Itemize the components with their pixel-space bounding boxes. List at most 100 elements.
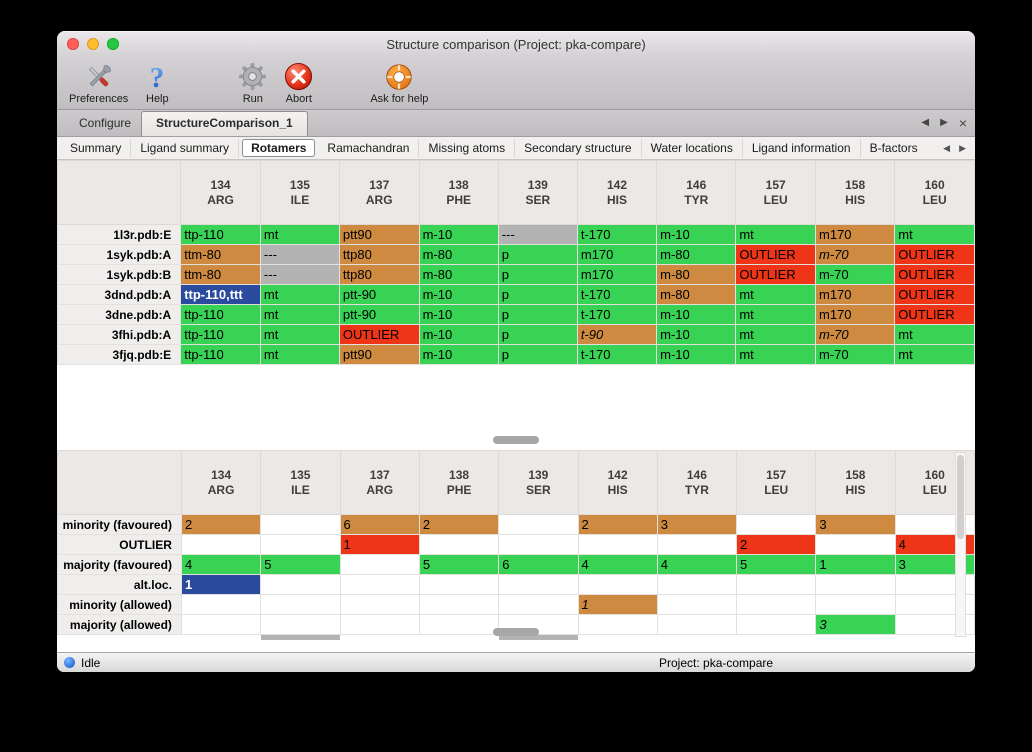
- value-cell[interactable]: m-10: [656, 324, 737, 345]
- value-cell[interactable]: [815, 534, 896, 555]
- value-cell[interactable]: [339, 594, 420, 615]
- value-cell[interactable]: ptt90: [338, 224, 420, 245]
- vertical-scrollbar[interactable]: [955, 452, 966, 637]
- value-cell[interactable]: 5: [418, 554, 500, 575]
- row-label[interactable]: 3fjq.pdb:E: [57, 344, 182, 365]
- value-cell[interactable]: [498, 574, 579, 595]
- value-cell[interactable]: m-10: [656, 304, 737, 325]
- value-cell[interactable]: ttp80: [338, 244, 420, 265]
- value-cell[interactable]: [418, 574, 500, 595]
- value-cell[interactable]: OUTLIER: [894, 284, 975, 305]
- value-cell[interactable]: [815, 574, 896, 595]
- tab-back-icon[interactable]: ◀: [921, 117, 930, 128]
- value-cell[interactable]: p: [497, 304, 578, 325]
- ask-for-help-button[interactable]: Ask for help: [370, 60, 428, 105]
- value-cell[interactable]: mt: [894, 344, 975, 365]
- value-cell[interactable]: m-80: [656, 244, 737, 265]
- value-cell[interactable]: [260, 614, 341, 635]
- doc-tab-structurecomparison_1[interactable]: StructureComparison_1: [141, 111, 308, 136]
- value-cell[interactable]: [260, 534, 341, 555]
- value-cell[interactable]: mt: [735, 304, 816, 325]
- row-label[interactable]: 1l3r.pdb:E: [57, 224, 182, 245]
- tab-close-icon[interactable]: ×: [958, 114, 967, 131]
- value-cell[interactable]: m-10: [418, 224, 499, 245]
- sub-tab-missing-atoms[interactable]: Missing atoms: [419, 139, 516, 157]
- value-cell[interactable]: m-70: [814, 344, 896, 365]
- value-cell[interactable]: [180, 614, 262, 635]
- value-cell[interactable]: ttm-80: [180, 264, 261, 285]
- value-cell[interactable]: ---: [259, 264, 340, 285]
- value-cell[interactable]: p: [497, 244, 578, 265]
- row-label[interactable]: minority (favoured): [57, 514, 182, 535]
- value-cell[interactable]: m-10: [418, 304, 499, 325]
- value-cell[interactable]: OUTLIER: [894, 264, 975, 285]
- value-cell[interactable]: 4: [180, 554, 262, 575]
- value-cell[interactable]: m-10: [656, 224, 737, 245]
- sub-tab-ligand-information[interactable]: Ligand information: [743, 139, 861, 157]
- value-cell[interactable]: m-10: [418, 344, 499, 365]
- value-cell[interactable]: [577, 614, 658, 635]
- minimize-window-button[interactable]: [87, 38, 99, 50]
- splitter-handle[interactable]: [493, 436, 539, 444]
- value-cell[interactable]: 3: [815, 514, 896, 535]
- abort-button[interactable]: Abort: [283, 60, 314, 105]
- sub-tab-summary[interactable]: Summary: [61, 139, 132, 157]
- value-cell[interactable]: m170: [814, 284, 896, 305]
- value-cell[interactable]: [656, 614, 738, 635]
- value-cell[interactable]: ttp-110,ttt: [180, 284, 261, 305]
- value-cell[interactable]: m-70: [814, 324, 896, 345]
- value-cell[interactable]: 4: [894, 534, 975, 555]
- value-cell[interactable]: m-70: [814, 244, 896, 265]
- value-cell[interactable]: t-90: [576, 324, 658, 345]
- value-cell[interactable]: p: [497, 344, 578, 365]
- value-cell[interactable]: 1: [577, 594, 658, 615]
- sub-tab-ramachandran[interactable]: Ramachandran: [318, 139, 420, 157]
- value-cell[interactable]: ttp-110: [180, 324, 261, 345]
- value-cell[interactable]: m-80: [656, 284, 737, 305]
- value-cell[interactable]: ttp80: [338, 264, 420, 285]
- value-cell[interactable]: [736, 574, 817, 595]
- value-cell[interactable]: t-170: [576, 344, 658, 365]
- splitter-handle-bottom[interactable]: [493, 628, 539, 636]
- value-cell[interactable]: t-170: [576, 304, 658, 325]
- value-cell[interactable]: [656, 534, 738, 555]
- value-cell[interactable]: mt: [735, 284, 816, 305]
- row-label[interactable]: 1syk.pdb:A: [57, 244, 182, 265]
- preferences-button[interactable]: Preferences: [69, 60, 128, 105]
- value-cell[interactable]: ttm-80: [180, 244, 261, 265]
- value-cell[interactable]: t-170: [576, 224, 658, 245]
- value-cell[interactable]: [736, 594, 817, 615]
- tab-forward-icon[interactable]: ▶: [940, 117, 948, 128]
- value-cell[interactable]: OUTLIER: [338, 324, 420, 345]
- value-cell[interactable]: [656, 574, 738, 595]
- value-cell[interactable]: 3: [656, 514, 738, 535]
- value-cell[interactable]: [418, 594, 500, 615]
- sub-tab-secondary-structure[interactable]: Secondary structure: [515, 139, 642, 157]
- value-cell[interactable]: [418, 534, 500, 555]
- value-cell[interactable]: OUTLIER: [894, 304, 975, 325]
- sub-tab-ligand-summary[interactable]: Ligand summary: [131, 139, 240, 157]
- value-cell[interactable]: ttp-110: [180, 224, 261, 245]
- value-cell[interactable]: 5: [260, 554, 341, 575]
- value-cell[interactable]: 5: [736, 554, 817, 575]
- value-cell[interactable]: 6: [498, 554, 579, 575]
- value-cell[interactable]: 4: [577, 554, 658, 575]
- value-cell[interactable]: 1: [815, 554, 896, 575]
- value-cell[interactable]: [339, 554, 420, 575]
- value-cell[interactable]: t-170: [576, 284, 658, 305]
- value-cell[interactable]: 1: [180, 574, 262, 595]
- value-cell[interactable]: 2: [577, 514, 658, 535]
- value-cell[interactable]: 2: [180, 514, 262, 535]
- value-cell[interactable]: [180, 534, 262, 555]
- scrollbar-thumb[interactable]: [957, 455, 964, 539]
- sub-tab-b-factors[interactable]: B-factors: [869, 141, 918, 155]
- row-label[interactable]: 1syk.pdb:B: [57, 264, 182, 285]
- value-cell[interactable]: m-80: [418, 264, 499, 285]
- value-cell[interactable]: m170: [576, 244, 658, 265]
- row-label[interactable]: 3dnd.pdb:A: [57, 284, 182, 305]
- value-cell[interactable]: 3: [815, 614, 896, 635]
- value-cell[interactable]: mt: [259, 284, 340, 305]
- value-cell[interactable]: [894, 614, 975, 635]
- row-label[interactable]: 3fhi.pdb:A: [57, 324, 182, 345]
- sub-tab-water-locations[interactable]: Water locations: [642, 139, 743, 157]
